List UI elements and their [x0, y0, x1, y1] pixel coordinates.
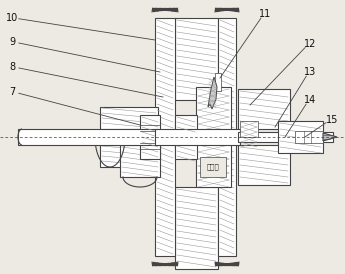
Bar	[100, 145, 158, 167]
Text: 9: 9	[9, 37, 15, 47]
Bar	[120, 145, 160, 177]
Bar	[238, 145, 290, 185]
Bar	[175, 18, 218, 100]
Text: 12: 12	[304, 39, 316, 49]
Text: 8: 8	[9, 62, 15, 72]
Text: 10: 10	[6, 13, 18, 23]
Bar	[240, 121, 258, 137]
Text: 15: 15	[326, 115, 338, 125]
Bar	[155, 129, 240, 145]
Polygon shape	[323, 133, 337, 141]
Text: 13: 13	[304, 67, 316, 77]
Bar	[238, 89, 290, 129]
Bar	[196, 87, 231, 187]
Text: 传感器: 传感器	[207, 164, 219, 170]
Bar	[278, 121, 323, 153]
Bar	[295, 131, 323, 143]
Bar	[18, 129, 158, 145]
Bar	[238, 132, 333, 142]
Text: 11: 11	[259, 9, 271, 19]
Text: 7: 7	[9, 87, 15, 97]
Bar	[215, 73, 221, 91]
Bar	[218, 18, 236, 256]
Bar	[175, 187, 218, 269]
Bar	[100, 107, 158, 129]
Text: 14: 14	[304, 95, 316, 105]
Bar	[200, 157, 226, 177]
Polygon shape	[208, 77, 217, 109]
Bar	[140, 115, 160, 159]
Bar	[175, 115, 197, 159]
Bar	[155, 18, 175, 256]
